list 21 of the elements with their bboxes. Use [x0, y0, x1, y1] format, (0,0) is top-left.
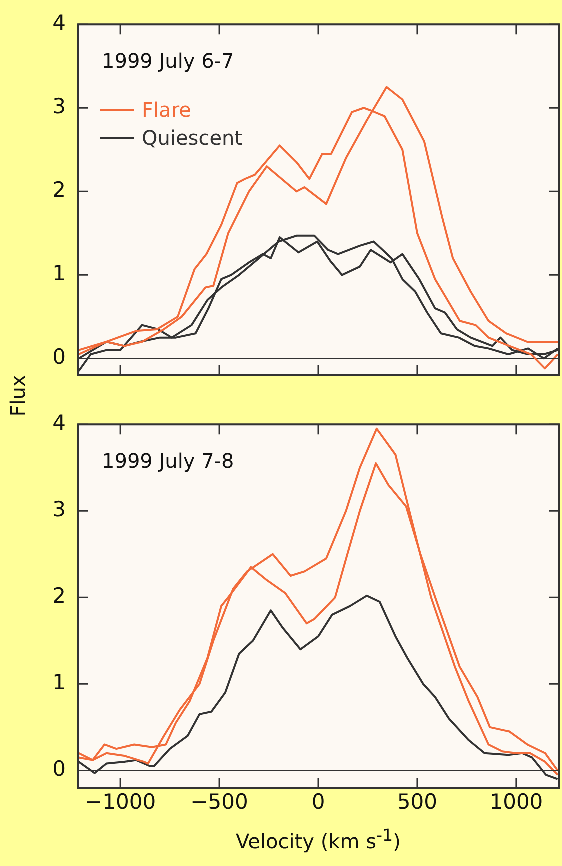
y-tick-label: 4	[52, 411, 66, 436]
y-tick-label: 3	[52, 94, 66, 119]
legend-label: Quiescent	[142, 125, 243, 152]
y-tick-label: 4	[52, 11, 66, 36]
y-tick-label: 0	[52, 757, 66, 782]
y-tick-label: 1	[52, 670, 66, 695]
x-tick-label: 500	[397, 790, 438, 814]
x-tick-label: 1000	[490, 790, 544, 814]
annotation: 1999 July 7-8	[102, 448, 234, 473]
annotation: 1999 July 6-7	[102, 48, 234, 73]
y-tick-label: 1	[52, 262, 66, 286]
x-tick-label: 0	[312, 790, 326, 814]
x-axis-title: Velocity (km s$^{-1}$)	[235, 826, 402, 854]
y-tick-label: 0	[52, 345, 66, 370]
y-tick-label: 2	[52, 178, 66, 202]
x-tick-label: −500	[190, 790, 248, 814]
y-tick-label: 3	[52, 498, 66, 522]
y-axis-title: Flux	[6, 374, 30, 419]
y-tick-label: 2	[52, 584, 66, 608]
legend-label: Flare	[142, 97, 192, 124]
x-tick-label: −1000	[85, 790, 156, 814]
